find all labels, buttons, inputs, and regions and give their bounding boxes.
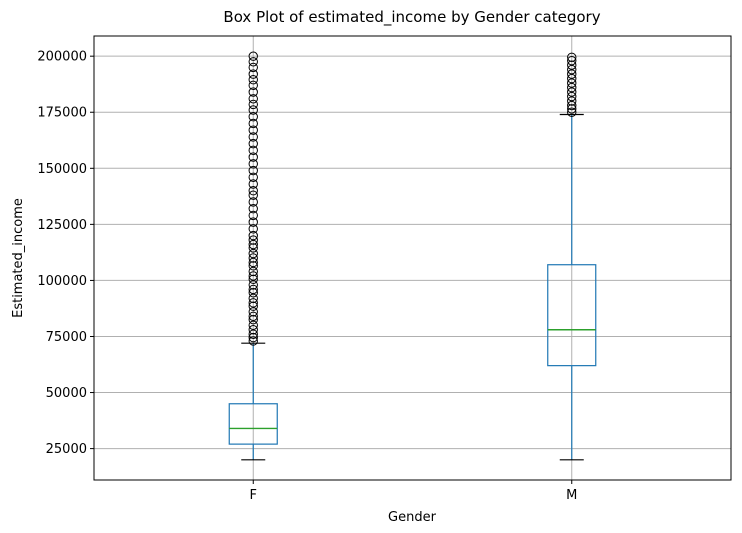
outlier-point: [248, 138, 258, 149]
chart-title: Box Plot of estimated_income by Gender c…: [223, 8, 600, 27]
y-tick-label: 175000: [37, 106, 87, 121]
outlier-point: [248, 336, 258, 346]
outlier-point: [248, 248, 258, 259]
outlier-point: [567, 73, 577, 84]
outlier-point: [248, 266, 258, 277]
outlier-point: [567, 64, 577, 75]
outlier-point: [248, 145, 258, 156]
outlier-point: [248, 165, 258, 176]
outlier-point: [248, 203, 258, 214]
y-tick-label: 150000: [37, 162, 87, 177]
outlier-point: [248, 307, 258, 317]
y-tick-label: 75000: [46, 330, 87, 345]
outlier-point: [248, 197, 258, 207]
outlier-point: [248, 186, 258, 196]
outlier-point: [248, 210, 258, 221]
outlier-point: [567, 96, 577, 106]
plot-area-frame: [93, 35, 732, 481]
outlier-point: [567, 69, 577, 79]
iqr-box: [228, 403, 278, 445]
outlier-point: [567, 87, 577, 97]
outlier-point: [248, 239, 258, 250]
outlier-point: [248, 125, 258, 135]
boxes-layer: [228, 51, 597, 461]
outlier-point: [567, 78, 577, 88]
outlier-point: [248, 152, 258, 162]
outlier-point: [248, 172, 258, 182]
outlier-point: [248, 230, 258, 241]
outlier-point: [567, 60, 577, 70]
outlier-point: [248, 325, 258, 335]
iqr-box: [547, 264, 597, 367]
outlier-point: [248, 69, 258, 79]
outlier-point: [567, 107, 577, 117]
outlier-point: [567, 55, 577, 66]
box-m: [547, 52, 597, 461]
outlier-point: [248, 105, 258, 115]
outlier-point: [248, 99, 258, 110]
outlier-point: [248, 253, 258, 263]
outlier-point: [248, 311, 258, 322]
outlier-point: [248, 217, 258, 227]
outlier-point: [248, 87, 258, 97]
x-axis-label: Gender: [388, 510, 437, 525]
y-tick-label: 100000: [37, 274, 87, 289]
outlier-point: [248, 51, 258, 61]
outlier-point: [248, 179, 258, 189]
outlier-point: [248, 80, 258, 91]
outlier-point: [248, 118, 258, 129]
outlier-point: [248, 75, 258, 85]
outlier-point: [248, 261, 258, 271]
outlier-point: [248, 57, 258, 67]
outlier-point: [248, 329, 258, 339]
outlier-point: [248, 298, 258, 308]
outlier-point: [248, 243, 258, 253]
y-tick-label: 25000: [46, 442, 87, 457]
outlier-point: [567, 100, 577, 111]
outlier-point: [248, 293, 258, 304]
outlier-point: [248, 235, 258, 245]
outlier-point: [248, 314, 258, 325]
outlier-point: [567, 82, 577, 93]
outlier-point: [248, 284, 258, 295]
outlier-point: [248, 94, 258, 104]
outlier-point: [248, 271, 258, 281]
outlier-point: [248, 224, 258, 234]
outlier-point: [248, 190, 258, 200]
outlier-point: [248, 257, 258, 268]
outlier-point: [248, 280, 258, 290]
outlier-point: [248, 112, 258, 122]
y-axis-label: Estimated_income: [11, 198, 26, 318]
outlier-point: [567, 91, 577, 102]
outlier-point: [248, 288, 258, 298]
outlier-point: [248, 274, 258, 285]
outlier-point: [248, 332, 258, 343]
outlier-point: [567, 104, 577, 114]
y-tick-label: 200000: [37, 50, 87, 65]
outlier-point: [248, 159, 258, 169]
outlier-point: [567, 52, 577, 63]
outlier-point: [248, 62, 258, 73]
x-tick-label: M: [566, 488, 577, 503]
y-tick-label: 50000: [46, 386, 87, 401]
grid-layer: [94, 36, 731, 480]
x-tick-label: F: [250, 488, 257, 503]
outlier-point: [248, 132, 258, 142]
box-f: [228, 51, 278, 461]
y-axis: 25000 50000 75000 100000 125000 150000 175000 2…: [37, 50, 94, 457]
outlier-point: [248, 320, 258, 330]
y-tick-label: 125000: [37, 218, 87, 233]
outlier-point: [248, 301, 258, 311]
